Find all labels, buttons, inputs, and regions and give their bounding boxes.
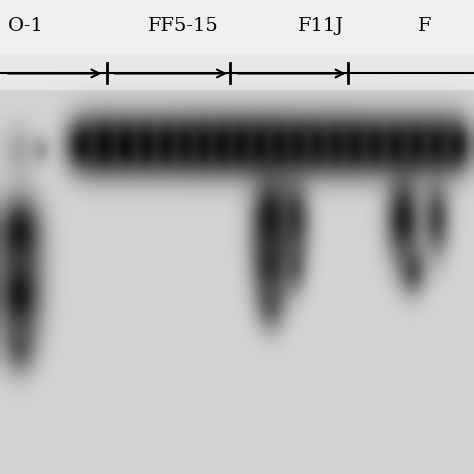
Text: FF5-15: FF5-15: [148, 17, 219, 35]
Text: F: F: [418, 17, 431, 35]
Text: F11J: F11J: [298, 17, 344, 35]
Text: O-1: O-1: [8, 17, 44, 35]
